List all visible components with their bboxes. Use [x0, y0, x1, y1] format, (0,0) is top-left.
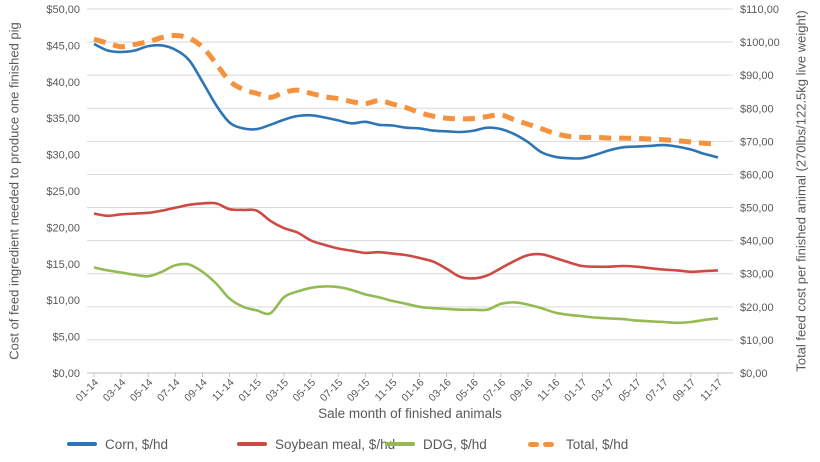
- left-axis-tick-label: $20,00: [46, 222, 80, 234]
- x-axis-tick-label: 03-17: [589, 377, 617, 405]
- x-axis-tick-label: 11-14: [210, 377, 237, 404]
- x-axis-tick-label: 07-16: [481, 377, 509, 405]
- left-axis-tick-label: $40,00: [46, 77, 80, 89]
- legend-label-corn: Corn, $/hd: [105, 436, 169, 452]
- x-axis-tick-label: 03-14: [101, 377, 129, 405]
- right-axis-tick-label: $30,00: [740, 269, 774, 281]
- left-axis-tick-label: $15,00: [46, 259, 80, 271]
- legend-label-ddg: DDG, $/hd: [423, 436, 487, 452]
- x-axis-tick-label: 01-16: [399, 377, 427, 405]
- left-axis-tick-label: $35,00: [46, 113, 80, 125]
- x-axis-tick-label: 05-16: [453, 377, 481, 405]
- right-axis-tick-label: $0,00: [740, 368, 768, 380]
- right-axis-tick-label: $100,00: [740, 37, 780, 49]
- left-axis-tick-label: $45,00: [46, 40, 80, 52]
- total-dashed-swatch: [528, 441, 558, 447]
- x-axis-tick-label: 11-16: [535, 377, 562, 404]
- right-axis-tick-label: $60,00: [740, 169, 774, 181]
- right-axis-tick-label: $50,00: [740, 203, 774, 215]
- legend-label-soybean-meal: Soybean meal, $/hd: [275, 436, 396, 452]
- left-axis-tick-label: $10,00: [46, 295, 80, 307]
- series-line-total: [93, 32, 719, 147]
- legend-item-soybean-meal: Soybean meal, $/hd: [237, 434, 395, 454]
- legend-item-total: Total, $/hd: [528, 434, 628, 454]
- series-line-soybean-meal: [93, 201, 719, 280]
- x-axis-tick-label: 01-14: [74, 377, 102, 405]
- left-axis-tick-label: $5,00: [52, 332, 80, 344]
- right-axis-tick-label: $40,00: [740, 236, 774, 248]
- right-axis-tick-label: $20,00: [740, 302, 774, 314]
- series-line-ddg: [93, 262, 719, 325]
- left-axis-tick-label: $25,00: [46, 186, 80, 198]
- x-axis-tick-label: 11-17: [698, 377, 725, 404]
- left-axis-tick-label: $0,00: [52, 368, 80, 380]
- right-axis-tick-label: $70,00: [740, 136, 774, 148]
- right-axis-tick-label: $10,00: [740, 335, 774, 347]
- corn-line-swatch: [67, 442, 97, 446]
- x-axis-tick-label: 11-15: [373, 377, 400, 404]
- series-line-corn: [93, 42, 719, 160]
- left-axis-title: Cost of feed ingredient needed to produc…: [6, 22, 22, 360]
- x-axis-title: Sale month of finished animals: [318, 406, 502, 421]
- x-axis-tick-label: 01-17: [562, 377, 590, 405]
- x-axis-tick-label: 07-15: [318, 377, 346, 405]
- legend-item-ddg: DDG, $/hd: [385, 434, 487, 454]
- x-axis-tick-label: 09-14: [182, 377, 210, 405]
- right-axis-tick-label: $110,00: [740, 4, 779, 16]
- x-axis-tick-label: 05-17: [616, 377, 644, 405]
- right-axis-title: Total feed cost per finished animal (270…: [793, 10, 809, 372]
- x-axis-tick-label: 03-16: [426, 377, 454, 405]
- x-axis-tick-label: 07-17: [643, 377, 671, 405]
- x-axis-tick-label: 07-14: [155, 377, 183, 405]
- right-axis-tick-label: $80,00: [740, 103, 774, 115]
- ddg-line-swatch: [385, 442, 415, 446]
- right-axis-tick-label: $90,00: [740, 70, 774, 82]
- soybean-line-swatch: [237, 442, 267, 446]
- x-axis-tick-label: 03-15: [264, 377, 292, 405]
- chart-legend: Corn, $/hd Soybean meal, $/hd DDG, $/hd …: [0, 434, 820, 456]
- x-axis-tick-label: 09-17: [671, 377, 699, 405]
- legend-item-corn: Corn, $/hd: [67, 434, 168, 454]
- x-axis-tick-label: 01-15: [236, 377, 264, 405]
- x-axis-tick-label: 09-16: [508, 377, 536, 405]
- x-axis-tick-label: 05-15: [291, 377, 319, 405]
- x-axis-tick-label: 05-14: [128, 377, 156, 405]
- legend-label-total: Total, $/hd: [566, 436, 629, 452]
- left-axis-tick-label: $30,00: [46, 150, 80, 162]
- left-axis-tick-label: $50,00: [46, 4, 80, 16]
- x-axis-tick-label: 09-15: [345, 377, 373, 405]
